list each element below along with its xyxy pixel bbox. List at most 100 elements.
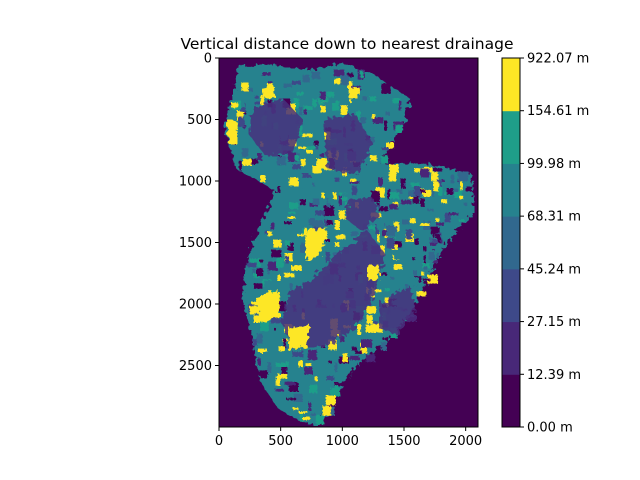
raster-cell (349, 180, 360, 184)
raster-cell (253, 283, 263, 289)
raster-cell (380, 245, 385, 256)
raster-cell (277, 186, 281, 193)
colorbar-tick-label: 99.98 m (527, 157, 581, 172)
raster-cell (413, 270, 417, 276)
raster-cell (412, 257, 416, 261)
raster-cell (398, 100, 402, 111)
raster-cell (376, 222, 382, 230)
raster-cell (306, 146, 316, 150)
raster-cell (300, 242, 311, 253)
raster-cell (288, 382, 299, 392)
raster-cell (276, 156, 287, 166)
x-tick-label: 500 (268, 434, 293, 449)
raster-cell (360, 342, 368, 354)
raster-cell (386, 237, 395, 249)
raster-cell (273, 327, 276, 331)
raster-cell (372, 117, 384, 124)
raster-cell (271, 249, 282, 258)
raster-cell (361, 339, 373, 348)
raster-cell (299, 411, 303, 422)
raster-cell (313, 140, 319, 146)
raster-cell (386, 142, 395, 149)
raster-cell (378, 177, 383, 187)
raster-cell (362, 223, 370, 232)
high-distance-region (288, 323, 312, 351)
raster-cell (261, 72, 271, 76)
plot-area (219, 58, 478, 427)
y-tick-label: 2500 (179, 359, 212, 374)
raster-cell (284, 221, 292, 225)
raster-cell (303, 108, 307, 115)
raster-cell (446, 188, 454, 195)
raster-cell (370, 190, 380, 202)
raster-cell (302, 184, 308, 190)
raster-cell (420, 168, 430, 178)
raster-cell (387, 188, 391, 200)
raster-cell (413, 186, 421, 197)
raster-cell (287, 152, 297, 162)
raster-cell (436, 179, 442, 189)
raster-cell (365, 324, 375, 333)
raster-cell (302, 74, 310, 83)
y-tick-label: 1500 (179, 236, 212, 251)
raster-cell (420, 283, 426, 287)
raster-cell (432, 230, 436, 239)
raster-cell (448, 212, 459, 216)
raster-cell (283, 83, 293, 88)
raster-cell (270, 222, 275, 230)
drainage-distance-raster (223, 62, 478, 426)
raster-cell (457, 171, 469, 182)
raster-cell (380, 155, 389, 164)
raster-cell (278, 301, 287, 312)
raster-cell (270, 315, 281, 324)
raster-cell (298, 360, 303, 368)
raster-cell (357, 324, 362, 335)
raster-cell (362, 96, 368, 101)
raster-cell (390, 276, 395, 280)
colorbar-band (502, 268, 520, 323)
raster-cell (355, 110, 361, 121)
raster-cell (238, 160, 242, 171)
raster-cell (334, 385, 339, 395)
raster-cell (264, 230, 270, 235)
raster-cell (450, 174, 455, 184)
raster-cell (389, 192, 400, 200)
chart-title: Vertical distance down to nearest draina… (180, 35, 513, 53)
raster-cell (275, 362, 286, 367)
raster-cell (347, 81, 353, 89)
raster-cell (353, 87, 360, 95)
raster-cell (267, 362, 272, 373)
raster-cell (334, 362, 338, 373)
raster-cell (247, 275, 252, 284)
raster-cell (378, 206, 389, 212)
raster-cell (281, 365, 288, 376)
raster-cell (392, 102, 397, 114)
raster-cell (433, 167, 443, 172)
raster-cell (274, 388, 285, 392)
raster-cell (314, 210, 325, 216)
raster-cell (304, 366, 313, 375)
raster-cell (427, 208, 434, 212)
colorbar-tick-label: 154.61 m (527, 104, 589, 119)
raster-cell (405, 229, 413, 240)
raster-cell (402, 211, 407, 221)
raster-cell (431, 189, 435, 197)
raster-cell (258, 89, 264, 95)
raster-cell (312, 220, 324, 228)
raster-cell (242, 125, 247, 130)
low-elevation-region (344, 197, 380, 231)
raster-cell (412, 195, 420, 204)
raster-cell (308, 218, 315, 226)
raster-cell (254, 101, 265, 105)
y-tick-label: 2000 (179, 298, 212, 313)
raster-cell (260, 321, 269, 332)
raster-cell (400, 199, 412, 205)
raster-cell (351, 185, 358, 196)
raster-cell (409, 218, 416, 224)
raster-cell (348, 87, 358, 99)
raster-cell (421, 271, 425, 276)
raster-cell (306, 191, 311, 200)
raster-cell (376, 201, 380, 206)
raster-cell (354, 350, 363, 354)
raster-cell (325, 239, 330, 242)
